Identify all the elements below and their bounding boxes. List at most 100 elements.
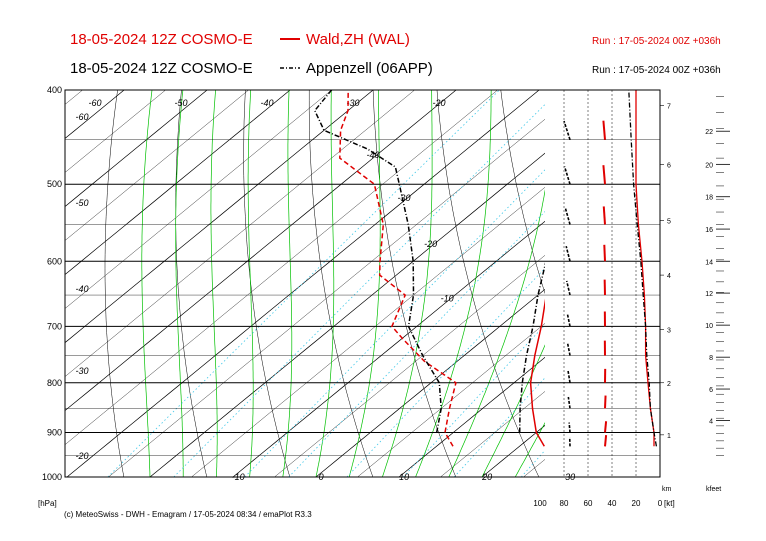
km-tick-label: 3 bbox=[667, 327, 671, 334]
profiles bbox=[313, 90, 545, 447]
km-tick-label: 6 bbox=[667, 162, 671, 169]
wind-profiles bbox=[563, 90, 658, 447]
isotherm-inline-label: -60 bbox=[75, 112, 88, 122]
isotherm-line bbox=[607, 90, 766, 477]
isotherm-line bbox=[65, 90, 83, 105]
plot-frame bbox=[64, 89, 661, 478]
kfeet-tick-label: 6 bbox=[709, 387, 713, 394]
isotherm-bottom-label: 20 bbox=[481, 472, 492, 482]
wind-arrow-wald bbox=[604, 434, 608, 447]
moist-adiabat-line bbox=[615, 90, 766, 477]
wind-arrow-appenzell bbox=[565, 280, 571, 296]
wind-speed-line-appenzell bbox=[628, 90, 658, 447]
isotherm-inline-label: -50 bbox=[174, 98, 187, 108]
wind-speed-tick-label: 0 bbox=[658, 499, 663, 508]
moist-adiabat-line bbox=[141, 90, 153, 477]
isotherm-inline-label: -20 bbox=[432, 98, 445, 108]
isobars bbox=[65, 89, 660, 478]
isotherm-line bbox=[65, 90, 498, 445]
header-run-wald: Run : 17-05-2024 00Z +036h bbox=[592, 36, 721, 47]
wind-unit: [kt] bbox=[664, 499, 675, 508]
isotherm-line bbox=[65, 90, 415, 377]
wind-speed-line-wald bbox=[635, 90, 655, 447]
moist-adiabat-line bbox=[315, 90, 335, 477]
wind-arrow-wald bbox=[603, 244, 606, 262]
kfeet-tick-label: 4 bbox=[709, 419, 713, 426]
isotherm-inline-label: -40 bbox=[75, 284, 88, 294]
wind-arrow-appenzell bbox=[563, 120, 571, 140]
moist-adiabat-line bbox=[548, 90, 757, 477]
dry-adiabat-line bbox=[308, 90, 374, 477]
isotherm-inline-label: 20 bbox=[644, 229, 655, 239]
isotherm-line bbox=[66, 90, 540, 477]
wind-speed-tick-label: 60 bbox=[584, 499, 593, 508]
wind-arrow-appenzell bbox=[569, 90, 570, 91]
isotherm-line bbox=[65, 90, 457, 412]
isotherm-line bbox=[149, 152, 545, 477]
dry-adiabat-line bbox=[104, 90, 125, 477]
isotherm-line bbox=[65, 90, 374, 344]
isotherm-inline-label: -40 bbox=[367, 150, 380, 160]
isotherm-inline-label: -40 bbox=[260, 98, 273, 108]
pressure-tick-label: 800 bbox=[47, 378, 62, 388]
dry-adiabat-line bbox=[756, 90, 766, 477]
isotherm-line bbox=[65, 90, 249, 241]
isotherm-line bbox=[357, 323, 545, 477]
isotherm-inline-label: 0 bbox=[647, 229, 652, 239]
kfeet-tick-label: 18 bbox=[705, 195, 713, 202]
isotherm-inline-label: -30 bbox=[346, 98, 359, 108]
km-tick-label: 5 bbox=[667, 219, 671, 226]
moist-adiabat-line bbox=[582, 90, 766, 477]
isotherm-inline-label: -10 bbox=[441, 294, 454, 304]
wind-arrow-appenzell bbox=[564, 207, 571, 225]
kfeet-unit: kfeet bbox=[706, 486, 721, 493]
wind-arrow-wald bbox=[602, 165, 606, 185]
wind-arrow-wald bbox=[604, 421, 608, 433]
mixing-ratio-line bbox=[346, 267, 545, 477]
wind-speed-tick-label: 20 bbox=[632, 499, 641, 508]
moist-adiabat-line bbox=[648, 90, 766, 477]
isotherm-inline-label: -20 bbox=[424, 239, 437, 249]
emagram-grid bbox=[65, 90, 766, 477]
header-date-appenzell: 18-05-2024 12Z COSMO-E bbox=[70, 60, 253, 77]
km-tick-label: 1 bbox=[667, 433, 671, 440]
isotherm-line bbox=[565, 90, 766, 477]
isotherm-inline-label: -20 bbox=[75, 451, 88, 461]
pressure-tick-label: 900 bbox=[47, 428, 62, 438]
km-tick-label: 2 bbox=[667, 381, 671, 388]
kfeet-tick-label: 16 bbox=[705, 227, 713, 234]
wind-arrow-appenzell bbox=[566, 313, 571, 327]
isotherm-inline-label: -50 bbox=[75, 198, 88, 208]
isotherm-bottom-label: 30 bbox=[565, 472, 575, 482]
dry-adiabat-line bbox=[436, 90, 540, 477]
wind-arrow-appenzell bbox=[568, 422, 571, 433]
pressure-tick-label: 600 bbox=[47, 256, 62, 266]
wind-arrow-appenzell bbox=[567, 370, 571, 383]
dry-adiabat-line bbox=[565, 90, 705, 477]
moist-adiabat-line bbox=[210, 90, 218, 477]
isotherm-inline-label: -60 bbox=[88, 98, 101, 108]
mixing-ratio-line bbox=[288, 210, 545, 477]
dewpoint-line-wald bbox=[339, 90, 457, 447]
dry-adiabat-line bbox=[500, 90, 545, 295]
isotherm-line bbox=[481, 424, 545, 477]
header-run-appenzell: Run : 17-05-2024 00Z +036h bbox=[592, 65, 721, 76]
moist-adiabat-line bbox=[247, 90, 254, 477]
isotherm-line bbox=[648, 90, 766, 477]
header-date-wald: 18-05-2024 12Z COSMO-E bbox=[70, 31, 253, 48]
mixing-ratio-line bbox=[453, 377, 545, 477]
kfeet-tick-label: 14 bbox=[705, 259, 713, 266]
isotherm-line bbox=[440, 391, 545, 477]
moist-adiabat-line bbox=[282, 90, 293, 477]
wind-arrow-appenzell bbox=[563, 166, 571, 185]
dry-adiabat-line bbox=[629, 90, 766, 477]
wind-arrow-appenzell bbox=[567, 396, 571, 409]
wind-speed-tick-label: 100 bbox=[533, 499, 547, 508]
wind-arrow-wald bbox=[602, 206, 606, 225]
wind-arrow-appenzell bbox=[565, 246, 571, 262]
pressure-tick-label: 1000 bbox=[42, 472, 62, 482]
isotherm-inline-label: -30 bbox=[75, 366, 88, 376]
isotherm-line bbox=[523, 459, 545, 477]
dry-adiabat-line bbox=[692, 90, 766, 477]
